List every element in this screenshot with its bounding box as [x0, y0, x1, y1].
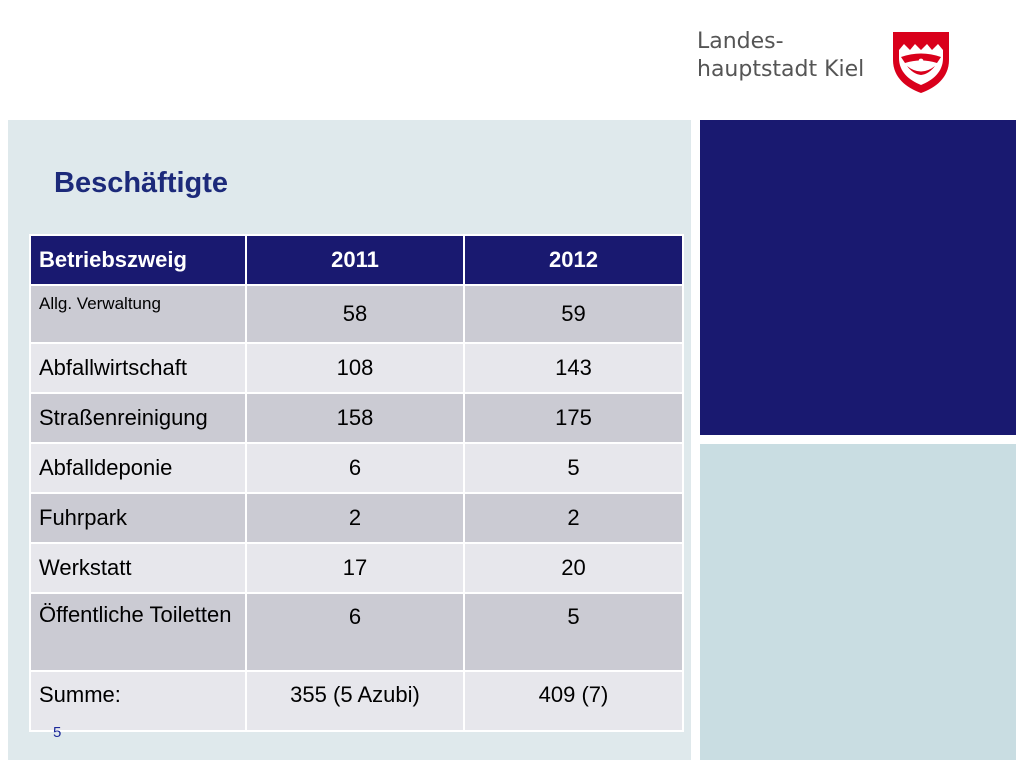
value-2012: 59: [463, 284, 684, 344]
table-header-row: Betriebszweig 2011 2012: [29, 234, 684, 286]
table-row: Abfalldeponie 6 5: [29, 442, 684, 494]
value-2012: 409 (7): [463, 670, 684, 732]
value-2012: 175: [463, 392, 684, 444]
value-2011: 108: [245, 342, 465, 394]
decorative-navy-block: [700, 120, 1016, 435]
value-2011: 6: [245, 442, 465, 494]
logo-line-2: hauptstadt Kiel: [697, 57, 865, 82]
table-row: Öffentliche Toiletten 6 5: [29, 592, 684, 672]
column-header-2012: 2012: [463, 234, 684, 286]
page-number: 5: [53, 724, 62, 741]
table-row: Straßenreinigung 158 175: [29, 392, 684, 444]
column-header-2011: 2011: [245, 234, 465, 286]
row-label: Summe:: [29, 670, 247, 732]
employees-table: Betriebszweig 2011 2012 Allg. Verwaltung…: [29, 234, 684, 732]
decorative-light-blue-block: [700, 444, 1016, 760]
value-2012: 5: [463, 592, 684, 672]
row-label: Werkstatt: [29, 542, 247, 594]
table-row: Allg. Verwaltung 58 59: [29, 284, 684, 344]
value-2011: 6: [245, 592, 465, 672]
value-2011: 158: [245, 392, 465, 444]
value-2012: 5: [463, 442, 684, 494]
value-2012: 2: [463, 492, 684, 544]
table-row-total: Summe: 355 (5 Azubi) 409 (7): [29, 670, 684, 732]
logo-line-1: Landes-: [697, 29, 784, 54]
row-label: Öffentliche Toiletten: [29, 592, 247, 672]
value-2012: 143: [463, 342, 684, 394]
slide-title: Beschäftigte: [54, 167, 229, 199]
table-row: Fuhrpark 2 2: [29, 492, 684, 544]
header: Landes- hauptstadt Kiel: [0, 0, 1024, 118]
row-label: Abfalldeponie: [29, 442, 247, 494]
row-label: Allg. Verwaltung: [29, 284, 247, 344]
value-2011: 17: [245, 542, 465, 594]
row-label: Abfallwirtschaft: [29, 342, 247, 394]
value-2012: 20: [463, 542, 684, 594]
column-header-branch: Betriebszweig: [29, 234, 247, 286]
value-2011: 355 (5 Azubi): [245, 670, 465, 732]
row-label: Fuhrpark: [29, 492, 247, 544]
row-label: Straßenreinigung: [29, 392, 247, 444]
city-logo-text: Landes- hauptstadt Kiel: [697, 28, 864, 84]
table-row: Abfallwirtschaft 108 143: [29, 342, 684, 394]
kiel-coat-of-arms-icon: [893, 32, 949, 93]
table-row: Werkstatt 17 20: [29, 542, 684, 594]
value-2011: 58: [245, 284, 465, 344]
value-2011: 2: [245, 492, 465, 544]
